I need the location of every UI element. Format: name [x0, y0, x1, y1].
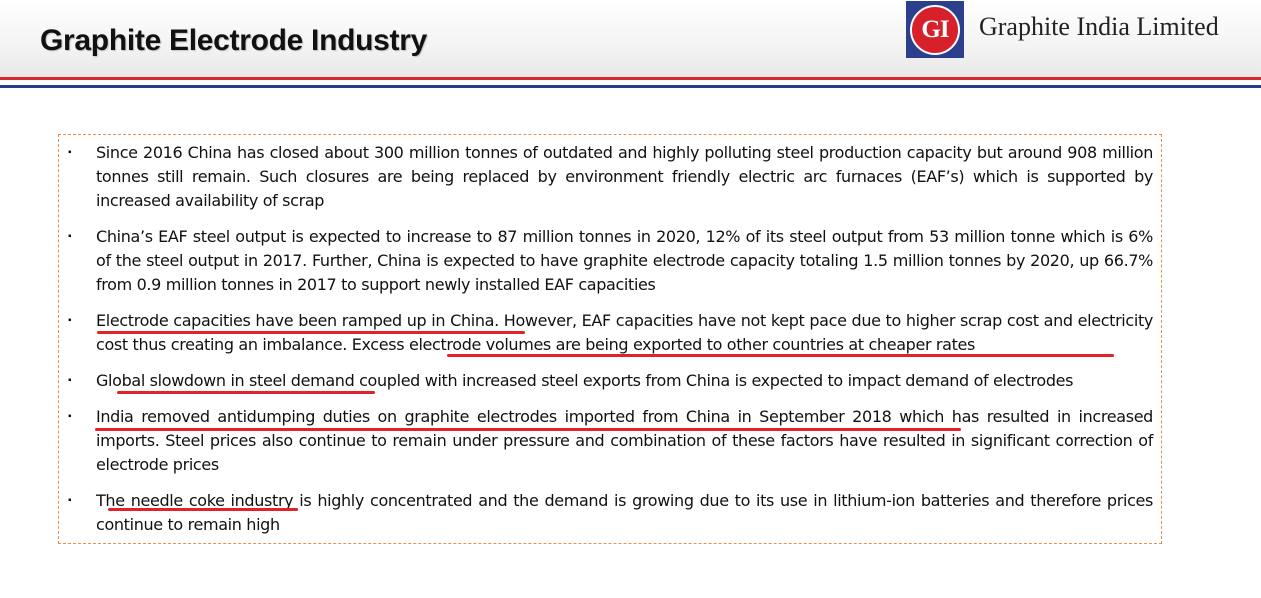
highlight-underline [97, 331, 525, 334]
bullet-text-1: Since 2016 China has closed about 300 mi… [96, 143, 1153, 210]
content-box [58, 134, 1162, 544]
bullet-marker: ▪ [68, 375, 72, 386]
highlight-underline [95, 428, 961, 431]
highlight-underline [447, 354, 1114, 357]
page-title: Graphite Electrode Industry [40, 24, 427, 57]
header-divider-red [0, 77, 1261, 80]
bullet-text-3: Electrode capacities have been ramped up… [96, 311, 1153, 354]
bullet-text-4: Global slowdown in steel demand coupled … [96, 371, 1074, 390]
bullet-marker: ▪ [68, 231, 72, 242]
bullet-marker: ▪ [68, 147, 72, 158]
bullet-marker: ▪ [68, 315, 72, 326]
company-name: Graphite India Limited [979, 12, 1219, 41]
highlight-underline [117, 391, 375, 394]
highlight-underline [108, 508, 298, 511]
bullet-marker: ▪ [68, 411, 72, 422]
bullet-text-5: India removed antidumping duties on grap… [96, 407, 1153, 474]
bullet-text-6: The needle coke industry is highly conce… [96, 491, 1153, 534]
bullet-marker: ▪ [68, 495, 72, 506]
company-logo: GI [906, 1, 964, 58]
bullet-text-2: China’s EAF steel output is expected to … [96, 227, 1153, 294]
header-bar: Graphite Electrode Industry GI Graphite … [0, 0, 1261, 78]
logo-mark: GI [910, 5, 960, 55]
header-divider-blue [0, 85, 1261, 88]
